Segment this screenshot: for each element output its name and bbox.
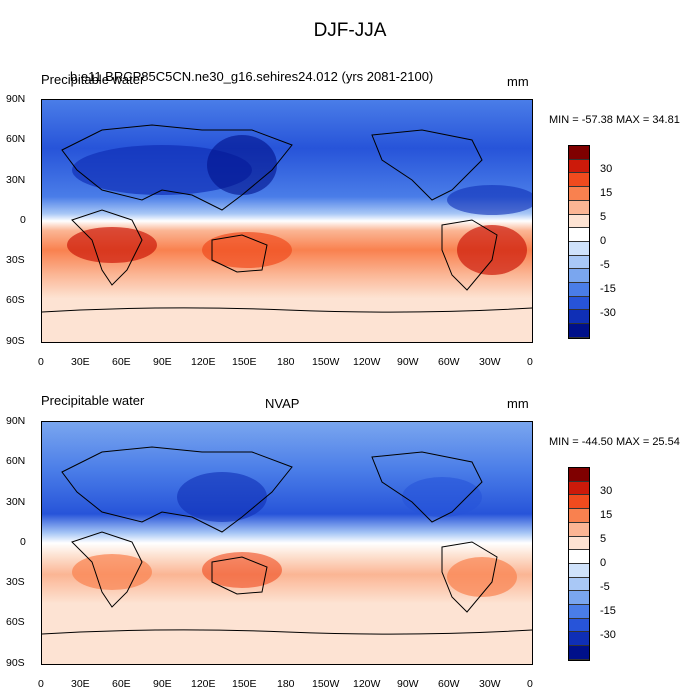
lon-tick: 30W: [479, 678, 501, 690]
colorbar-label: -30: [600, 629, 616, 641]
lat-tick: 90S: [6, 335, 25, 347]
lon-tick: 30E: [71, 678, 90, 690]
colorbar-label: 5: [600, 211, 607, 223]
lon-tick: 120W: [353, 356, 381, 368]
lon-tick: 0: [38, 678, 44, 690]
lon-tick: 120W: [353, 678, 381, 690]
colorbar-segment: [569, 550, 589, 564]
colorbar-segment: [569, 283, 589, 297]
colorbar-label: -5: [600, 581, 610, 593]
colorbar-label: 15: [600, 509, 613, 521]
colorbar-segment: [569, 495, 589, 510]
lat-tick: 90S: [6, 657, 25, 669]
panel-1-colorbar: [568, 145, 590, 339]
colorbar-segment: [569, 536, 589, 551]
lon-tick: 60W: [438, 356, 460, 368]
lon-tick: 90E: [153, 356, 172, 368]
colorbar-segment: [569, 159, 589, 174]
panel-1-units: mm: [507, 74, 529, 89]
lon-tick: 90E: [153, 678, 172, 690]
colorbar-segment: [569, 509, 589, 523]
colorbar-label: 30: [600, 485, 613, 497]
lat-tick: 30N: [6, 496, 26, 508]
colorbar-label: 5: [600, 533, 607, 545]
colorbar-segment: [569, 577, 589, 592]
lon-tick: 60W: [438, 678, 460, 690]
lon-tick: 180: [277, 678, 295, 690]
colorbar-segment: [569, 591, 589, 606]
colorbar-segment: [569, 255, 589, 270]
colorbar-segment: [569, 296, 589, 311]
panel-1-left-title: Precipitable water: [41, 72, 145, 87]
panel-1-center-title: b.e11.BRCP85C5CN.ne30_g16.sehires24.012 …: [70, 69, 434, 84]
panel-2-minmax: MIN = -44.50 MAX = 25.54: [549, 436, 680, 448]
lon-tick: 60E: [112, 678, 131, 690]
colorbar-segment: [569, 605, 589, 619]
colorbar-segment: [569, 310, 589, 325]
lat-tick: 0: [20, 536, 26, 548]
panel-2-center-title: NVAP: [265, 396, 300, 411]
colorbar-segment: [569, 228, 589, 242]
lon-tick: 30W: [479, 356, 501, 368]
lon-tick: 120E: [191, 356, 216, 368]
colorbar-segment: [569, 632, 589, 647]
lat-tick: 90N: [6, 93, 26, 105]
lon-tick: 90W: [397, 356, 419, 368]
colorbar-label: -30: [600, 307, 616, 319]
colorbar-segment: [569, 200, 589, 215]
colorbar-segment: [569, 241, 589, 256]
colorbar-label: 15: [600, 187, 613, 199]
lat-tick: 0: [20, 214, 26, 226]
panel-2-left-title: Precipitable water: [41, 393, 145, 408]
lon-tick: 180: [277, 356, 295, 368]
lat-tick: 90N: [6, 415, 26, 427]
panel-1-map: [41, 99, 533, 343]
colorbar-segment: [569, 522, 589, 537]
lat-tick: 60S: [6, 294, 25, 306]
lat-tick: 30S: [6, 254, 25, 266]
panel-1-minmax: MIN = -57.38 MAX = 34.81: [549, 114, 680, 126]
lon-tick: 60E: [112, 356, 131, 368]
figure-title: DJF-JJA: [313, 20, 387, 41]
colorbar-segment: [569, 324, 589, 338]
colorbar-segment: [569, 646, 589, 660]
lon-tick: 150W: [312, 678, 340, 690]
colorbar-label: 0: [600, 557, 607, 569]
lon-tick: 150W: [312, 356, 340, 368]
lon-tick: 150E: [232, 678, 257, 690]
colorbar-label: 30: [600, 163, 613, 175]
lon-tick: 0: [527, 678, 533, 690]
lat-tick: 60N: [6, 133, 26, 145]
colorbar-segment: [569, 146, 589, 160]
colorbar-label: -15: [600, 283, 616, 295]
colorbar-segment: [569, 468, 589, 482]
colorbar-segment: [569, 173, 589, 188]
colorbar-label: -15: [600, 605, 616, 617]
lon-tick: 30E: [71, 356, 90, 368]
lat-tick: 60S: [6, 616, 25, 628]
colorbar-label: -5: [600, 259, 610, 271]
lat-tick: 30S: [6, 576, 25, 588]
lat-tick: 60N: [6, 455, 26, 467]
colorbar-label: 0: [600, 235, 607, 247]
lon-tick: 0: [38, 356, 44, 368]
colorbar-segment: [569, 618, 589, 633]
panel-2-units: mm: [507, 396, 529, 411]
colorbar-segment: [569, 563, 589, 578]
lon-tick: 90W: [397, 678, 419, 690]
lon-tick: 0: [527, 356, 533, 368]
lon-tick: 120E: [191, 678, 216, 690]
lon-tick: 150E: [232, 356, 257, 368]
panel-2-map: [41, 421, 533, 665]
colorbar-segment: [569, 187, 589, 201]
panel-2-colorbar: [568, 467, 590, 661]
colorbar-segment: [569, 214, 589, 229]
colorbar-segment: [569, 269, 589, 284]
lat-tick: 30N: [6, 174, 26, 186]
colorbar-segment: [569, 481, 589, 496]
